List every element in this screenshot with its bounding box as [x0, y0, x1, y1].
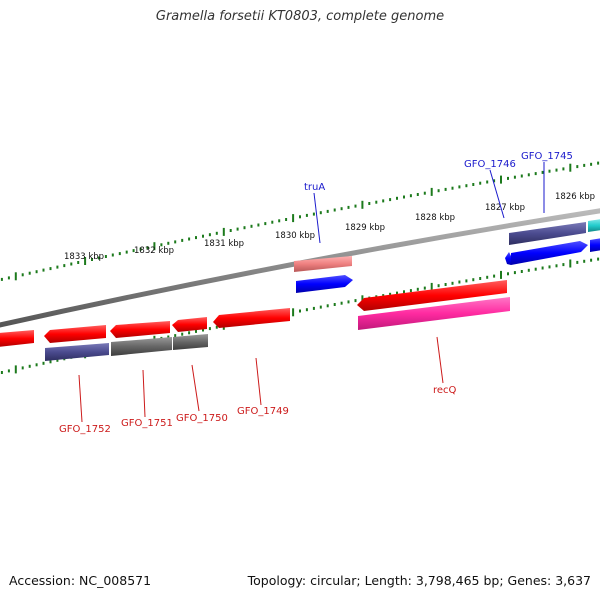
scale-label-1828: 1828 kbp [415, 213, 455, 223]
scale-label-1832: 1832 kbp [134, 246, 174, 256]
gene-label-GFO_1746[interactable]: GFO_1746 [464, 159, 516, 170]
accession-label: Accession: NC_008571 [9, 573, 152, 588]
GFO_1750-cog-feature[interactable] [173, 334, 208, 350]
scale-label-1830: 1830 kbp [275, 231, 315, 241]
gene-label-recQ[interactable]: recQ [433, 385, 457, 396]
gene-label-GFO_1749[interactable]: GFO_1749 [237, 406, 289, 417]
GFO_1751-cds-arrow[interactable] [110, 321, 170, 338]
gene-label-GFO_1750[interactable]: GFO_1750 [176, 413, 228, 424]
GFO_1751-cog-feature[interactable] [111, 337, 172, 356]
gene-label-GFO_1745[interactable]: GFO_1745 [521, 151, 573, 162]
scale-label-1826: 1826 kbp [555, 192, 595, 202]
scale-label-1829: 1829 kbp [345, 223, 385, 233]
GFO_1750-cds-arrow[interactable] [172, 317, 207, 332]
GFO_1745-cog-feature[interactable] [588, 219, 600, 232]
gene-label-GFO_1751[interactable]: GFO_1751 [121, 418, 173, 429]
GFO_1746-cog-feature[interactable] [509, 222, 586, 245]
GFO_1752-leader-line [78, 374, 83, 423]
scale-label-1831: 1831 kbp [204, 239, 244, 249]
GFO_1746-small-arrow[interactable] [505, 252, 511, 265]
GFO_1746-cds-arrow[interactable] [511, 241, 588, 265]
GFO_1752-cds-arrow[interactable] [44, 325, 106, 343]
scale-label-1833: 1833 kbp [64, 252, 104, 262]
scale-label-1827: 1827 kbp [485, 203, 525, 213]
truA-cds-arrow[interactable] [296, 275, 353, 293]
GFO_1749-leader-line [255, 357, 262, 406]
GFO_1751-leader-line [142, 369, 146, 418]
gene-label-truA[interactable]: truA [304, 182, 325, 193]
gene-label-GFO_1752[interactable]: GFO_1752 [59, 424, 111, 435]
GFO_1750-leader-line [191, 364, 200, 412]
truA-leader-line [313, 192, 321, 244]
GFO_1753-cds-arrow[interactable] [0, 330, 34, 347]
GFO_1752-cog-feature[interactable] [45, 343, 109, 361]
recQ-cds-arrow[interactable] [357, 280, 507, 311]
recQ-cog-feature[interactable] [358, 297, 510, 330]
genome-summary: Topology: circular; Length: 3,798,465 bp… [247, 573, 591, 588]
inner-tick-ring [0, 257, 600, 374]
recQ-leader-line [436, 336, 444, 384]
map-title: Gramella forsetii KT0803, complete genom… [155, 9, 445, 24]
GFO_1749-cds-arrow[interactable] [213, 308, 290, 328]
truA-cog-feature[interactable] [294, 256, 352, 272]
GFO_1746-leader-line [489, 169, 505, 219]
GFO_1745-cds-arrow[interactable] [590, 238, 600, 252]
outer-tick-ring [0, 161, 600, 281]
